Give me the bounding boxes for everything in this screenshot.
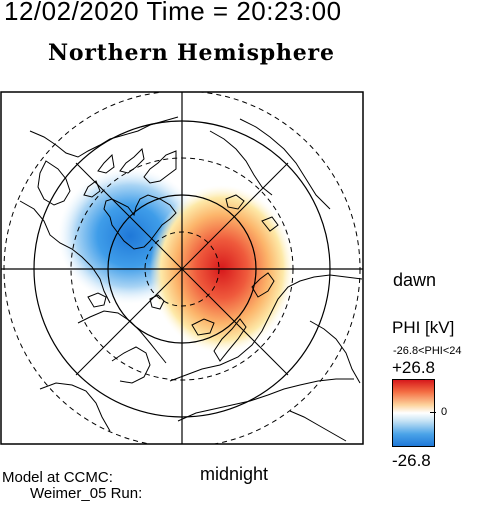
midnight-label: midnight xyxy=(200,464,269,484)
model-label: Model at CCMC: xyxy=(2,469,113,486)
colorbar-range: -26.8<PHI<24 xyxy=(393,345,462,357)
polar-map xyxy=(0,91,364,445)
colorbar-mid-label: 0 xyxy=(441,406,448,418)
timestamp: 12/02/2020 Time = 20:23:00 xyxy=(4,0,342,26)
colorbar-max-label: +26.8 xyxy=(392,358,436,377)
run-label: Weimer_05 Run: xyxy=(30,485,143,502)
hemisphere-title: Northern Hemisphere xyxy=(48,40,335,66)
dawn-label: dawn xyxy=(393,270,437,290)
coastlines xyxy=(19,116,363,442)
meridian-diagonal-b xyxy=(75,162,289,376)
colorbar xyxy=(392,379,435,447)
colorbar-title: PHI [kV] xyxy=(392,318,455,337)
map-border xyxy=(0,91,364,445)
colorbar-min-label: -26.8 xyxy=(392,451,431,470)
colorbar-zero-tick xyxy=(430,412,436,413)
